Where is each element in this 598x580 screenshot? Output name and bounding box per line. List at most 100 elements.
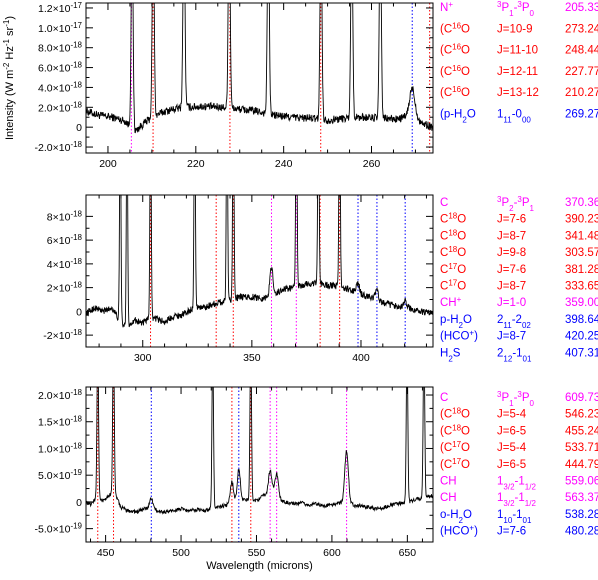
legend-wavelength: 480.28 μm <box>565 526 598 538</box>
legend-transition: J=6-5 <box>497 459 526 471</box>
legend-wavelength: 455.24 μm <box>565 425 598 437</box>
legend-species: C18O <box>440 211 466 226</box>
legend-transition: J=7-6 <box>497 264 526 276</box>
legend-wavelength: 303.57 μm <box>565 247 598 259</box>
legend-species: H2S <box>440 347 461 363</box>
y-tick-label: -5.0×10-19 <box>35 521 83 536</box>
legend-transition: J=5-4 <box>497 409 527 421</box>
y-tick-label: 4.0×10-18 <box>38 80 83 95</box>
legend-wavelength: 563.37 μm <box>565 492 598 504</box>
legend-wavelength: 609.73 μm <box>565 392 598 404</box>
legend-transition: J=8-7 <box>497 281 526 293</box>
legend-transition: J=5-4 <box>497 442 527 454</box>
y-tick-label: 5.0×10-19 <box>38 468 83 483</box>
y-axis-title: Intensity (W m-2 Hz-1 sr-1) <box>2 16 17 140</box>
x-tick-label: 220 <box>187 158 205 170</box>
x-tick-label: 500 <box>172 547 190 559</box>
legend-species: (C16O <box>440 63 470 78</box>
legend-wavelength: 407.31 μm <box>565 347 598 359</box>
legend-wavelength: 248.44 μm <box>565 45 598 57</box>
legend-species: C <box>440 197 448 209</box>
legend-wavelength: 559.06 μm <box>565 476 598 488</box>
y-tick-label: -2×10-18 <box>43 328 82 343</box>
legend-transition: J=9-8 <box>497 247 526 259</box>
y-tick-label: -2.0×10-18 <box>35 140 83 155</box>
y-tick-label: 1.0×10-18 <box>38 441 83 456</box>
x-tick-label: 450 <box>97 547 115 559</box>
y-tick-label: 6×10-18 <box>47 233 83 248</box>
legend-species: (HCO+) <box>440 523 478 538</box>
legend-transition: J=11-10 <box>497 45 538 57</box>
legend-wavelength: 546.23 μm <box>565 409 598 421</box>
legend-transition: J=8-7 <box>497 331 526 343</box>
legend-wavelength: 210.27 μm <box>565 87 598 99</box>
legend-species: (p-H2O <box>440 109 476 125</box>
legend-wavelength: 359.00 μm <box>565 297 598 309</box>
x-tick-label: 400 <box>352 352 370 364</box>
legend-transition: J=7-6 <box>497 526 526 538</box>
y-tick-label: 1.5×10-18 <box>38 414 83 429</box>
legend-transition: J=6-5 <box>497 425 526 437</box>
y-tick-label: 1.0×10-17 <box>38 20 83 34</box>
y-tick-label: 6.0×10-18 <box>38 60 83 75</box>
x-axis-title: Wavelength (microns) <box>206 560 313 572</box>
legend-species: p-H2O <box>440 314 472 330</box>
legend-transition: J=12-11 <box>497 66 538 78</box>
legend-transition: 13/2-11/2 <box>497 492 536 508</box>
x-tick-label: 650 <box>399 547 417 559</box>
legend-wavelength: 269.27 μm <box>565 109 598 121</box>
spectrum-line-1 <box>86 3 433 134</box>
legend-species: (C16O <box>440 21 470 36</box>
legend-wavelength: 341.48 μm <box>565 230 598 242</box>
legend-transition: 13/2-11/2 <box>497 476 536 492</box>
legend-species: C <box>440 392 448 404</box>
x-tick-label: 350 <box>243 352 261 364</box>
legend-transition: 3P1-3P0 <box>497 390 535 408</box>
x-tick-label: 260 <box>363 158 381 170</box>
panel-3: 450 500 550 600 650 -5.0×10-19 0 5.0×10-19 1.0×1… <box>35 386 598 559</box>
legend-species: C18O <box>440 228 466 243</box>
y-tick-label: 0 <box>76 122 82 134</box>
legend-transition: J=8-7 <box>497 230 526 242</box>
plot-frame-2 <box>85 194 434 348</box>
y-tick-label: 2.0×10-18 <box>38 388 83 403</box>
x-tick-label: 200 <box>99 158 117 170</box>
legend-species: (HCO+) <box>440 328 478 343</box>
legend-species: (C17O <box>440 456 470 471</box>
x-tick-label: 550 <box>248 547 266 559</box>
legend-wavelength: 333.65 μm <box>565 281 598 293</box>
y-tick-label: 2×10-18 <box>47 280 83 295</box>
legend-wavelength: 420.25 μm <box>565 331 598 343</box>
legend-wavelength: 390.23 μm <box>565 214 598 226</box>
y-tick-label: 8.0×10-18 <box>38 40 83 55</box>
legend-wavelength: 444.79 μm <box>565 459 598 471</box>
legend-species: C17O <box>440 261 466 276</box>
legend-wavelength: 273.24 μm <box>565 23 598 35</box>
legend-transition: 111-000 <box>497 109 531 125</box>
legend-transition: 3P1-3P0 <box>497 0 535 18</box>
legend-transition: 3P2-3P1 <box>497 195 535 213</box>
legend-species: C18O <box>440 245 466 260</box>
y-tick-label: 0 <box>76 306 82 318</box>
legend-species: (C16O <box>440 85 470 100</box>
y-tick-label: 8×10-18 <box>47 209 83 224</box>
legend-species: CH+ <box>440 295 462 310</box>
x-tick-label: 600 <box>323 547 341 559</box>
y-tick-label: 1.2×10-17 <box>38 0 83 15</box>
legend-transition: 212-101 <box>497 347 532 363</box>
x-tick-label: 300 <box>134 352 152 364</box>
legend-wavelength: 227.77 μm <box>565 66 598 78</box>
spectrum-line-2 <box>86 195 433 328</box>
plot-frame-3 <box>85 386 434 543</box>
legend-species: (C18O <box>440 423 470 438</box>
legend-transition: 110-101 <box>497 509 532 525</box>
legend-3: C 3P1-3P0 609.73 μm (C18O J=5-4 546.23 μm (C18… <box>440 390 598 538</box>
panel-2: 300 350 400 -2×10-18 0 2×10-18 4×10-18 6×10-18 8… <box>43 194 598 364</box>
panel-1: 200 220 240 260 -2.0×10-18 0 2.0×10-18 4.0×10-1… <box>35 0 598 170</box>
legend-wavelength: 538.28 μm <box>565 509 598 521</box>
legend-wavelength: 398.64 μm <box>565 314 598 326</box>
legend-species: N+ <box>440 0 453 14</box>
spectrum-line-3 <box>86 387 433 515</box>
